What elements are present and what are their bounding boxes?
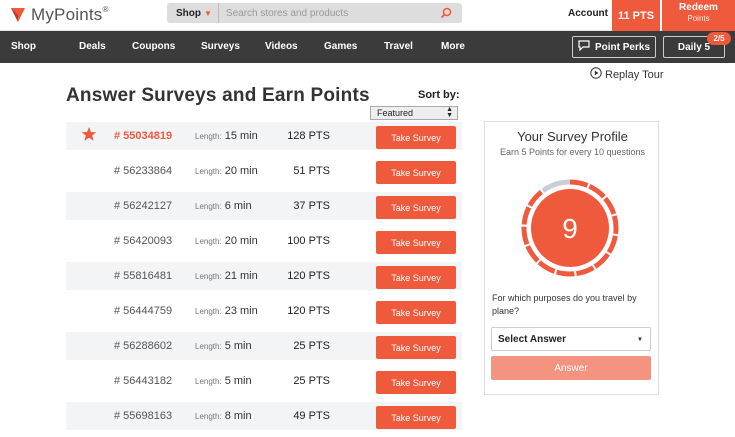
survey-row: # 56288602 Length: 5 min 25 PTS Take Survey — [66, 332, 462, 360]
survey-id: # 56233864 — [114, 165, 173, 177]
point-perks-button[interactable]: Point Perks — [572, 36, 656, 58]
profile-progress-gauge: 9 — [521, 179, 619, 277]
survey-length: Length: 15 min — [195, 130, 258, 142]
mypoints-logo[interactable]: MyPoints® — [10, 5, 109, 25]
survey-id: # 56242127 — [114, 200, 173, 212]
survey-row: # 55816481 Length: 21 min 120 PTS Take Surve… — [66, 262, 462, 290]
daily-progress-badge: 2/5 — [707, 32, 731, 45]
page-title: Answer Surveys and Earn Points — [66, 85, 370, 106]
survey-row: # 56233864 Length: 20 min 51 PTS Take Survey — [66, 157, 462, 185]
main-nav: Shop Deals Coupons Surveys Videos Games … — [0, 31, 735, 63]
logo-text: MyPoints® — [31, 5, 109, 24]
survey-points: 25 PTS — [293, 375, 330, 387]
survey-id: # 56420093 — [114, 235, 173, 247]
survey-length: Length: 5 min — [195, 375, 252, 387]
profile-title: Your Survey Profile — [517, 129, 628, 144]
top-header: MyPoints® Shop▼ Account▼ 11 PTS Redeem P… — [0, 0, 735, 31]
survey-points: 37 PTS — [293, 200, 330, 212]
search-icon[interactable] — [436, 3, 456, 23]
gauge-remaining-arc — [541, 179, 571, 193]
play-circle-icon — [590, 67, 602, 82]
survey-row: # 56444759 Length: 23 min 120 PTS Take Surve… — [66, 297, 462, 325]
redeem-points-button[interactable]: Redeem Points — [662, 0, 735, 31]
replay-tour-link[interactable]: Replay Tour — [590, 67, 664, 82]
answer-select[interactable]: Select Answer ▼ — [491, 327, 651, 351]
survey-points: 120 PTS — [287, 305, 330, 317]
survey-id: # 56444759 — [114, 305, 173, 317]
chevron-down-icon: ▼ — [204, 8, 212, 18]
survey-points: 49 PTS — [293, 410, 330, 422]
profile-question: For which purposes do you travel by plan… — [492, 293, 637, 316]
gauge-count: 9 — [562, 213, 578, 244]
survey-id: # 55816481 — [114, 270, 173, 282]
take-survey-button[interactable]: Take Survey — [376, 161, 456, 184]
search-bar: Shop ▼ — [167, 3, 462, 23]
survey-id: # 55698163 — [114, 410, 173, 422]
take-survey-button[interactable]: Take Survey — [376, 126, 456, 149]
chevron-down-icon: ▼ — [637, 337, 643, 343]
search-category-dropdown[interactable]: Shop ▼ — [167, 3, 219, 23]
survey-length: Length: 5 min — [195, 340, 252, 352]
nav-deals[interactable]: Deals — [79, 41, 106, 52]
survey-length: Length: 21 min — [195, 270, 258, 282]
take-survey-button[interactable]: Take Survey — [376, 196, 456, 219]
survey-id: # 56288602 — [114, 340, 173, 352]
nav-more[interactable]: More — [441, 41, 465, 52]
sort-arrows-icon: ▲ ▼ — [446, 106, 453, 119]
survey-length: Length: 20 min — [195, 235, 258, 247]
search-input[interactable] — [218, 3, 436, 23]
nav-videos[interactable]: Videos — [265, 41, 298, 52]
nav-coupons[interactable]: Coupons — [132, 41, 176, 52]
survey-points: 25 PTS — [293, 340, 330, 352]
logo-arrow-icon — [10, 7, 26, 23]
star-icon — [81, 126, 97, 147]
survey-length: Length: 23 min — [195, 305, 258, 317]
take-survey-button[interactable]: Take Survey — [376, 301, 456, 324]
sort-select[interactable]: Featured ▲ ▼ — [370, 106, 458, 120]
daily-5-button[interactable]: Daily 5 — [663, 36, 725, 58]
take-survey-button[interactable]: Take Survey — [376, 406, 456, 429]
survey-length: Length: 20 min — [195, 165, 258, 177]
survey-id: # 56443182 — [114, 375, 173, 387]
nav-shop[interactable]: Shop — [11, 41, 36, 52]
survey-row: # 56443182 Length: 5 min 25 PTS Take Survey — [66, 367, 462, 395]
survey-profile-card: Your Survey Profile Earn 5 Points for ev… — [484, 121, 659, 395]
survey-row: # 56420093 Length: 20 min 100 PTS Take Surve… — [66, 227, 462, 255]
take-survey-button[interactable]: Take Survey — [376, 336, 456, 359]
survey-row: # 55034819 Length: 15 min 128 PTS Take Surve… — [66, 122, 462, 150]
take-survey-button[interactable]: Take Survey — [376, 266, 456, 289]
nav-games[interactable]: Games — [324, 41, 358, 52]
take-survey-button[interactable]: Take Survey — [376, 371, 456, 394]
survey-points: 51 PTS — [293, 165, 330, 177]
survey-points: 100 PTS — [287, 235, 330, 247]
profile-subtitle: Earn 5 Points for every 10 questions — [499, 147, 646, 157]
survey-row: # 56242127 Length: 6 min 37 PTS Take Survey — [66, 192, 462, 220]
survey-id: # 55034819 — [114, 130, 173, 142]
survey-row: # 55698163 Length: 8 min 49 PTS Take Survey — [66, 402, 462, 430]
survey-length: Length: 8 min — [195, 410, 252, 422]
survey-list: # 55034819 Length: 15 min 128 PTS Take Surve… — [66, 122, 462, 437]
take-survey-button[interactable]: Take Survey — [376, 231, 456, 254]
answer-button[interactable]: Answer — [491, 356, 651, 380]
points-balance[interactable]: 11 PTS — [612, 0, 660, 31]
sort-by-label: Sort by: — [418, 89, 460, 101]
survey-points: 120 PTS — [287, 270, 330, 282]
nav-surveys[interactable]: Surveys — [201, 41, 240, 52]
survey-points: 128 PTS — [287, 130, 330, 142]
chat-bubble-icon — [578, 40, 590, 54]
survey-length: Length: 6 min — [195, 200, 252, 212]
gauge-center — [531, 189, 609, 267]
gauge-progress-arc — [521, 179, 619, 277]
nav-travel[interactable]: Travel — [384, 41, 413, 52]
